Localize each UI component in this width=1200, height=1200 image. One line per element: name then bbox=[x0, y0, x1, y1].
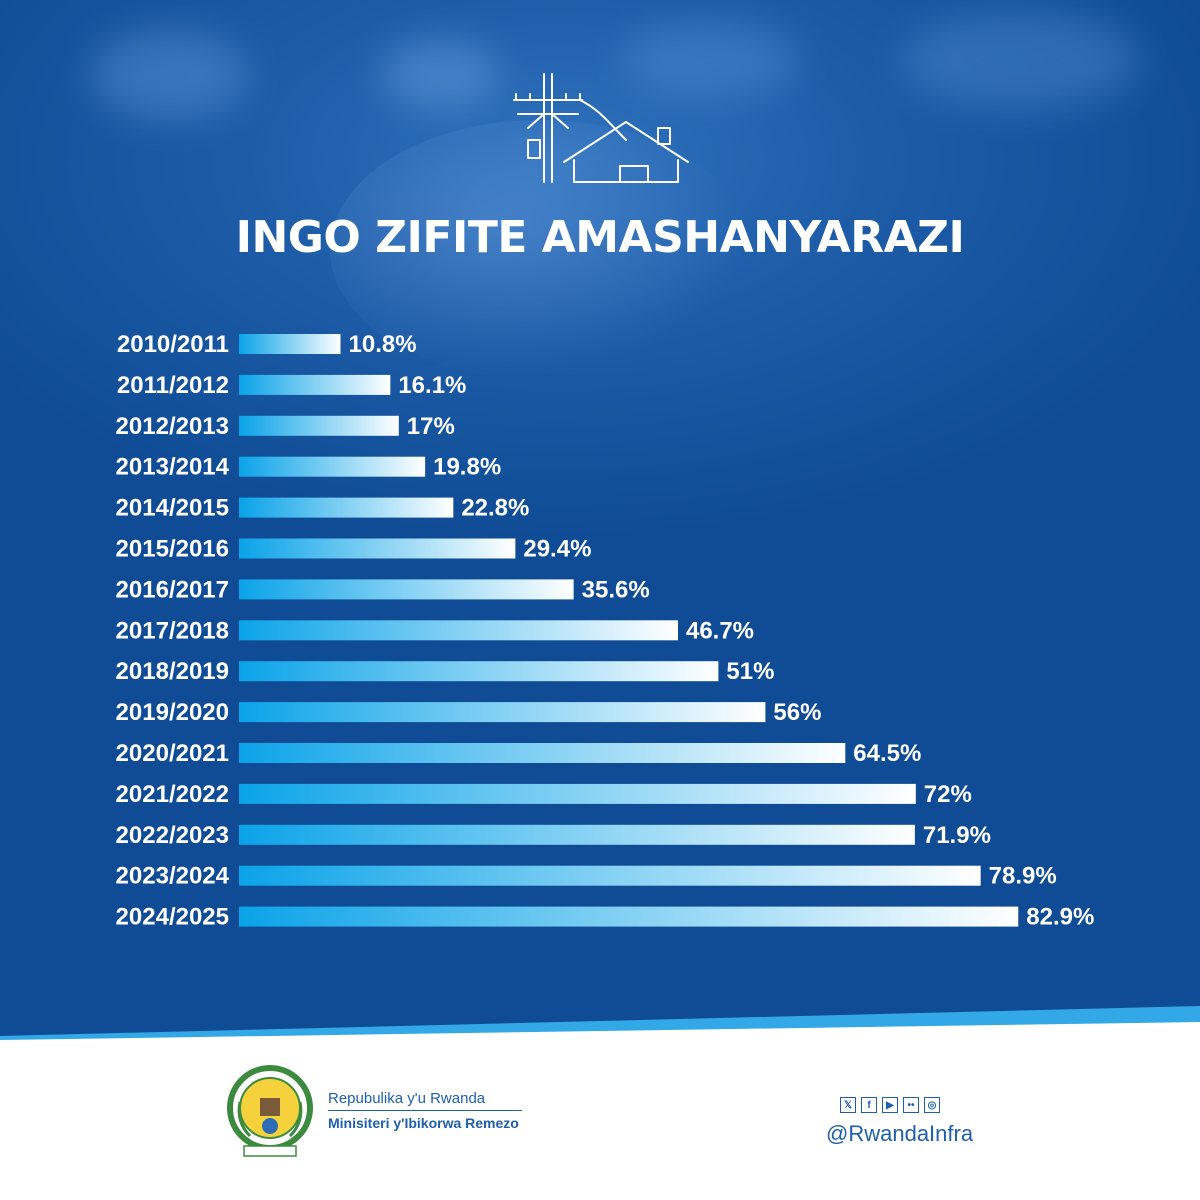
bokeh-light bbox=[620, 20, 800, 100]
bar bbox=[239, 334, 341, 354]
bar bbox=[239, 743, 846, 763]
value-label: 35.6% bbox=[582, 576, 650, 603]
category-label: 2011/2012 bbox=[117, 372, 229, 399]
bar bbox=[239, 538, 516, 559]
bar bbox=[239, 865, 981, 886]
bar-chart: 2010/2011 10.8% 2011/2012 16.1% 2012/2013 17%… bbox=[116, 331, 1094, 931]
flickr-icon[interactable]: •• bbox=[903, 1097, 919, 1113]
bar bbox=[239, 456, 426, 477]
rwanda-coat-of-arms-icon bbox=[227, 1065, 313, 1157]
category-label: 2015/2016 bbox=[116, 536, 229, 563]
instagram-icon[interactable]: ◎ bbox=[924, 1097, 940, 1113]
category-label: 2019/2020 bbox=[116, 699, 229, 726]
category-label: 2017/2018 bbox=[116, 617, 229, 644]
category-label: 2016/2017 bbox=[116, 576, 229, 603]
hero-background: INGO ZIFITE AMASHANYARAZI 2010/2011 10.8%… bbox=[0, 0, 1200, 1040]
chart-title: INGO ZIFITE AMASHANYARAZI bbox=[235, 212, 965, 263]
bar bbox=[239, 497, 454, 518]
value-label: 16.1% bbox=[398, 372, 466, 399]
category-label: 2018/2019 bbox=[116, 658, 229, 685]
category-label: 2013/2014 bbox=[116, 454, 230, 481]
value-label: 51% bbox=[726, 658, 774, 685]
value-label: 19.8% bbox=[433, 454, 501, 481]
category-label: 2022/2023 bbox=[116, 822, 229, 849]
category-label: 2010/2011 bbox=[117, 331, 229, 358]
power-pole-and-house-icon bbox=[513, 73, 689, 183]
bar bbox=[239, 579, 574, 600]
social-links: 𝕏 f ▶ •• ◎ bbox=[840, 1097, 940, 1113]
value-label: 10.8% bbox=[349, 331, 417, 358]
bokeh-light bbox=[90, 30, 250, 120]
bar bbox=[239, 702, 766, 723]
category-label: 2023/2024 bbox=[116, 863, 230, 890]
category-label: 2024/2025 bbox=[116, 904, 229, 931]
value-label: 22.8% bbox=[461, 495, 529, 522]
value-label: 46.7% bbox=[686, 617, 754, 644]
bokeh-light bbox=[380, 40, 500, 110]
bar bbox=[239, 415, 399, 436]
bar bbox=[239, 374, 391, 395]
bar bbox=[239, 620, 678, 641]
bokeh-light bbox=[900, 10, 1140, 110]
value-label: 64.5% bbox=[853, 740, 921, 767]
category-label: 2021/2022 bbox=[116, 781, 229, 808]
divider bbox=[328, 1110, 522, 1111]
bar bbox=[239, 906, 1019, 927]
value-label: 71.9% bbox=[923, 822, 991, 849]
category-label: 2014/2015 bbox=[116, 495, 229, 522]
light-bulb-background bbox=[330, 120, 750, 380]
value-label: 56% bbox=[773, 699, 821, 726]
value-label: 17% bbox=[407, 413, 455, 440]
bar bbox=[239, 783, 916, 804]
value-label: 82.9% bbox=[1026, 904, 1094, 931]
ministry-name: Minisiteri y'Ibikorwa Remezo bbox=[328, 1115, 519, 1131]
decorative-wave bbox=[0, 1006, 1200, 1040]
social-handle[interactable]: @RwandaInfra bbox=[826, 1121, 974, 1146]
org-name: Repubulika y'u Rwanda bbox=[328, 1090, 486, 1107]
value-label: 78.9% bbox=[989, 863, 1057, 890]
footer bbox=[0, 1040, 1200, 1200]
value-label: 72% bbox=[924, 781, 972, 808]
value-label: 29.4% bbox=[523, 536, 591, 563]
x-icon[interactable]: 𝕏 bbox=[840, 1097, 856, 1113]
category-label: 2012/2013 bbox=[116, 413, 229, 440]
youtube-icon[interactable]: ▶ bbox=[882, 1097, 898, 1113]
bar bbox=[239, 824, 915, 845]
bar bbox=[239, 661, 719, 682]
facebook-icon[interactable]: f bbox=[861, 1097, 877, 1113]
category-label: 2020/2021 bbox=[116, 740, 229, 767]
